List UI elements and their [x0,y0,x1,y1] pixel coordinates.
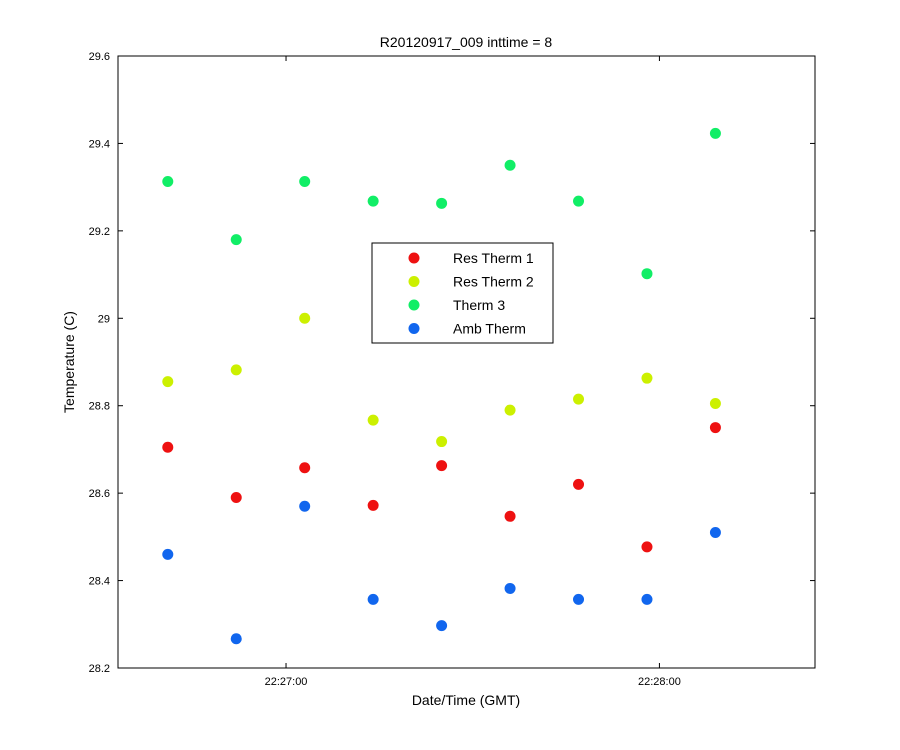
data-point [504,159,516,171]
data-point [230,633,242,645]
x-axis: 22:27:00 22:28:00 [265,56,681,688]
data-point [436,620,448,632]
y-tick-label: 28.8 [89,401,110,413]
data-point [162,376,174,388]
legend-marker [408,299,420,311]
series-res-therm-2 [162,312,721,448]
x-axis-label: Date/Time (GMT) [412,692,520,708]
data-point [504,582,516,594]
y-tick-label: 29.2 [89,226,110,238]
legend-marker [408,323,420,334]
data-point [162,548,174,560]
data-point [573,593,585,605]
data-point [230,234,242,246]
data-point [573,393,585,405]
chart-title: R20120917_009 inttime = 8 [380,34,553,50]
legend-label: Res Therm 1 [453,250,534,266]
data-point [230,364,242,376]
data-point [641,593,653,605]
y-tick-label: 29 [98,313,110,325]
data-point [162,441,174,453]
data-point [367,195,379,207]
x-tick-label: 22:27:00 [265,676,308,688]
legend: Res Therm 1 Res Therm 2 Therm 3 Amb Therm [371,242,554,344]
data-point [641,372,653,384]
data-point [709,398,721,410]
y-tick-label: 28.2 [89,663,110,675]
legend-label: Amb Therm [453,321,526,337]
data-point [436,460,448,472]
data-point [367,499,379,511]
series-amb-therm [162,500,721,645]
y-axis: 28.2 28.4 28.6 28.8 29 29.2 29.4 29.6 [89,51,815,675]
plot-area [117,55,816,669]
y-tick-label: 28.6 [89,488,110,500]
series-therm-3 [162,127,721,280]
data-point [641,541,653,553]
data-point [573,478,585,490]
legend-label: Therm 3 [453,297,505,313]
y-tick-label: 29.4 [89,138,110,150]
data-point [436,197,448,209]
data-point [299,500,311,512]
y-tick-label: 29.6 [89,51,110,63]
data-point [709,127,721,139]
data-point [504,404,516,416]
data-point [709,526,721,538]
data-point [367,414,379,426]
legend-box [371,242,554,344]
legend-marker [408,252,420,264]
data-point [299,312,311,324]
data-point [709,422,721,434]
series-res-therm-1 [162,422,721,553]
x-tick-label: 22:28:00 [638,676,681,688]
y-tick-label: 28.4 [89,576,110,588]
data-point [641,268,653,280]
y-axis-label: Temperature (C) [61,311,77,413]
data-point [299,462,311,474]
legend-label: Res Therm 2 [453,274,534,290]
legend-marker [408,276,420,287]
data-point [230,492,242,504]
data-point [367,593,379,605]
data-point [299,175,311,187]
data-point [573,195,585,207]
data-point [504,510,516,522]
data-point [162,175,174,187]
data-points [162,127,721,645]
data-point [436,436,448,448]
